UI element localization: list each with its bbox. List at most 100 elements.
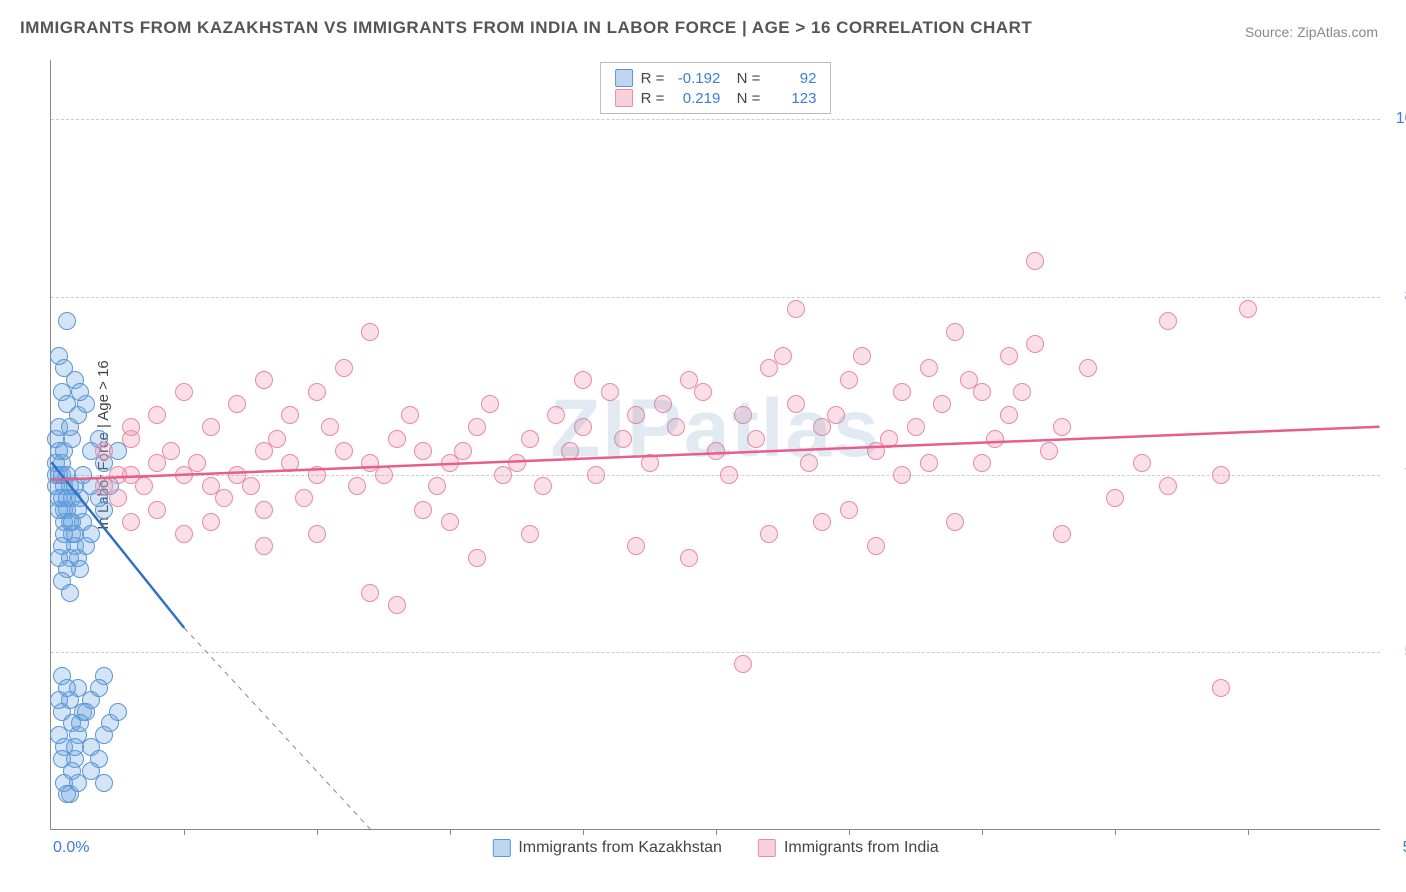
gridline xyxy=(51,475,1380,476)
trend-line-extrapolated xyxy=(184,628,370,829)
x-axis-origin-label: 0.0% xyxy=(53,839,89,857)
data-point xyxy=(946,513,964,531)
data-point xyxy=(109,703,127,721)
data-point xyxy=(973,383,991,401)
data-point xyxy=(1212,466,1230,484)
data-point xyxy=(50,347,68,365)
data-point xyxy=(308,466,326,484)
data-point xyxy=(1053,525,1071,543)
data-point xyxy=(1212,679,1230,697)
data-point xyxy=(428,477,446,495)
r-value-india: 0.219 xyxy=(672,90,720,107)
data-point xyxy=(893,383,911,401)
data-point xyxy=(907,418,925,436)
data-point xyxy=(162,442,180,460)
data-point xyxy=(1000,406,1018,424)
data-point xyxy=(255,371,273,389)
y-tick-label: 55.0% xyxy=(1390,643,1406,661)
legend-item-kazakhstan: Immigrants from Kazakhstan xyxy=(492,839,722,857)
gridline xyxy=(51,119,1380,120)
x-tick xyxy=(1115,829,1116,835)
r-value-kazakhstan: -0.192 xyxy=(672,70,720,87)
data-point xyxy=(734,655,752,673)
x-tick xyxy=(450,829,451,835)
data-point xyxy=(401,406,419,424)
data-point xyxy=(388,596,406,614)
data-point xyxy=(61,584,79,602)
data-point xyxy=(481,395,499,413)
data-point xyxy=(58,312,76,330)
legend-correlation-box: R =-0.192 N =92 R =0.219 N =123 xyxy=(600,62,832,114)
data-point xyxy=(50,691,68,709)
data-point xyxy=(58,785,76,803)
data-point xyxy=(840,501,858,519)
data-point xyxy=(853,347,871,365)
data-point xyxy=(1040,442,1058,460)
y-tick-label: 70.0% xyxy=(1390,466,1406,484)
y-tick-label: 100.0% xyxy=(1390,110,1406,128)
data-point xyxy=(508,454,526,472)
data-point xyxy=(1159,477,1177,495)
y-tick-label: 85.0% xyxy=(1390,288,1406,306)
x-tick xyxy=(982,829,983,835)
data-point xyxy=(268,430,286,448)
data-point xyxy=(1026,335,1044,353)
data-point xyxy=(946,323,964,341)
data-point xyxy=(1000,347,1018,365)
data-point xyxy=(122,513,140,531)
data-point xyxy=(61,418,79,436)
data-point xyxy=(109,489,127,507)
data-point xyxy=(454,442,472,460)
data-point xyxy=(82,525,100,543)
data-point xyxy=(547,406,565,424)
data-point xyxy=(1133,454,1151,472)
data-point xyxy=(228,395,246,413)
data-point xyxy=(521,430,539,448)
data-point xyxy=(188,454,206,472)
data-point xyxy=(242,477,260,495)
data-point xyxy=(95,774,113,792)
data-point xyxy=(1026,252,1044,270)
data-point xyxy=(627,537,645,555)
swatch-pink-icon xyxy=(758,839,776,857)
gridline xyxy=(51,297,1380,298)
data-point xyxy=(720,466,738,484)
data-point xyxy=(561,442,579,460)
data-point xyxy=(920,359,938,377)
data-point xyxy=(973,454,991,472)
data-point xyxy=(95,442,113,460)
data-point xyxy=(63,513,81,531)
data-point xyxy=(148,406,166,424)
n-value-india: 123 xyxy=(768,90,816,107)
data-point xyxy=(601,383,619,401)
data-point xyxy=(707,442,725,460)
data-point xyxy=(135,477,153,495)
data-point xyxy=(614,430,632,448)
data-point xyxy=(627,406,645,424)
chart-title: IMMIGRANTS FROM KAZAKHSTAN VS IMMIGRANTS… xyxy=(20,18,1032,38)
data-point xyxy=(441,513,459,531)
gridline xyxy=(51,652,1380,653)
data-point xyxy=(654,395,672,413)
data-point xyxy=(747,430,765,448)
data-point xyxy=(308,525,326,543)
data-point xyxy=(1159,312,1177,330)
data-point xyxy=(813,513,831,531)
legend-item-india: Immigrants from India xyxy=(758,839,939,857)
data-point xyxy=(840,371,858,389)
data-point xyxy=(335,442,353,460)
data-point xyxy=(587,466,605,484)
data-point xyxy=(1079,359,1097,377)
x-tick xyxy=(583,829,584,835)
x-axis-end-label: 50.0% xyxy=(1403,839,1406,857)
data-point xyxy=(867,537,885,555)
data-point xyxy=(255,537,273,555)
x-tick xyxy=(317,829,318,835)
data-point xyxy=(255,501,273,519)
data-point xyxy=(202,418,220,436)
x-tick xyxy=(1248,829,1249,835)
data-point xyxy=(880,430,898,448)
data-point xyxy=(71,383,89,401)
data-point xyxy=(348,477,366,495)
data-point xyxy=(281,454,299,472)
